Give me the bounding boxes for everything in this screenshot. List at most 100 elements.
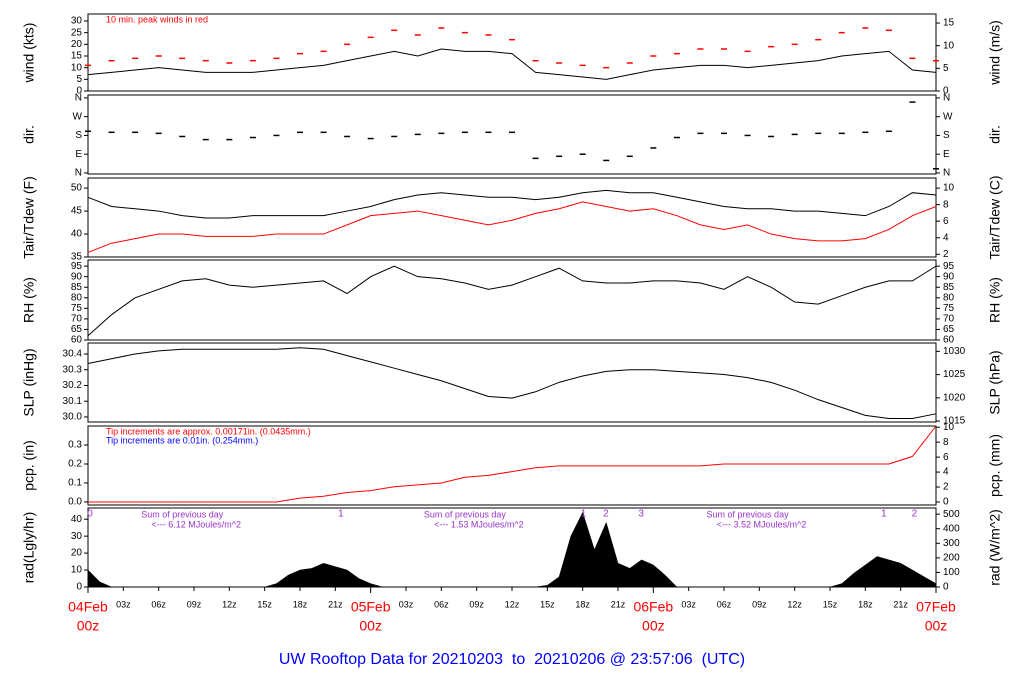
- x-tick-label: 06z: [717, 599, 732, 609]
- y2-tick-label: S: [943, 130, 950, 141]
- y2-tick-label: 1025: [943, 369, 966, 380]
- annotation: Tip increments are 0.01in. (0.254mm.): [106, 435, 258, 445]
- y2-tick-label: 60: [943, 335, 955, 346]
- y-tick-label: 0.2: [68, 459, 82, 470]
- y-tick-label: 75: [71, 303, 83, 314]
- x-tick-label: 03z: [681, 599, 696, 609]
- y-tick-label: 60: [71, 335, 83, 346]
- x-tick-label: 06z: [151, 599, 166, 609]
- y-axis-label: dir.: [21, 125, 37, 144]
- y-tick-label: 10: [71, 62, 83, 73]
- y2-tick-label: 15: [943, 18, 955, 29]
- tip-marker: 1: [338, 509, 344, 520]
- daily-sum-value: <--- 1.53 MJoules/m^2: [434, 519, 524, 529]
- y-tick-label: 90: [71, 271, 83, 282]
- panel-frame: [87, 259, 937, 341]
- y-tick-label: 50: [71, 183, 83, 194]
- y2-tick-label: 300: [943, 538, 960, 549]
- y2-axis-label: RH (%): [987, 277, 1003, 323]
- y2-tick-label: 85: [943, 282, 955, 293]
- daily-sum-title: Sum of previous day: [141, 509, 224, 519]
- x-tick-label: 21z: [611, 599, 626, 609]
- panel-frame: [87, 13, 937, 92]
- x-tick-label: 18z: [858, 599, 873, 609]
- y2-tick-label: 1020: [943, 392, 966, 403]
- y-tick-label: 85: [71, 282, 83, 293]
- tip-marker: 0: [87, 509, 93, 520]
- y2-tick-label: N: [943, 168, 950, 179]
- y-tick-label: 0.0: [68, 497, 82, 508]
- tip-marker: 1: [881, 509, 887, 520]
- y-tick-label: 95: [71, 261, 83, 272]
- y2-tick-label: 90: [943, 271, 955, 282]
- day-label: 07Feb: [916, 599, 956, 615]
- tip-marker: 1: [581, 509, 587, 520]
- y2-tick-label: 65: [943, 324, 955, 335]
- x-tick-label: 03z: [399, 599, 414, 609]
- data-line: [87, 189, 937, 219]
- y2-tick-label: 4: [943, 232, 949, 243]
- tip-marker: 2: [603, 509, 609, 520]
- data-area: [87, 511, 937, 588]
- y2-tick-label: N: [943, 93, 950, 104]
- y-tick-label: 30.1: [63, 396, 83, 407]
- y2-tick-label: 10: [943, 183, 955, 194]
- panel-frame: [87, 425, 937, 506]
- y2-tick-label: 70: [943, 314, 955, 325]
- x-tick-label: 15z: [823, 599, 838, 609]
- y-tick-label: N: [75, 93, 82, 104]
- y-tick-label: 0.3: [68, 440, 82, 451]
- y2-tick-label: 0: [943, 582, 949, 593]
- data-line: [87, 48, 937, 80]
- annotation: 10 min. peak winds in red: [106, 14, 208, 24]
- y-tick-label: 25: [71, 27, 83, 38]
- y-axis-label: SLP (inHg): [21, 348, 37, 416]
- y-tick-label: 30.4: [63, 349, 83, 360]
- y-axis-label: RH (%): [21, 277, 37, 323]
- y2-tick-label: 2: [943, 482, 949, 493]
- data-line: [87, 201, 937, 253]
- y2-tick-label: E: [943, 149, 950, 160]
- y2-tick-label: 10: [943, 422, 955, 433]
- y-tick-label: N: [75, 168, 82, 179]
- y2-tick-label: 6: [943, 216, 949, 227]
- y-tick-label: 10: [71, 565, 83, 576]
- x-tick-label: 18z: [293, 599, 308, 609]
- y2-axis-label: dir.: [987, 125, 1003, 144]
- y2-tick-label: 6: [943, 452, 949, 463]
- panel-frame: [87, 94, 937, 175]
- daily-sum-title: Sum of previous day: [424, 509, 507, 519]
- y2-tick-label: 0: [943, 86, 949, 97]
- y-tick-label: 35: [71, 252, 83, 263]
- y2-tick-label: 75: [943, 303, 955, 314]
- y-tick-label: 0: [76, 582, 82, 593]
- day-sublabel: 00z: [642, 618, 665, 634]
- y-tick-label: 20: [71, 548, 83, 559]
- y-tick-label: 5: [76, 74, 82, 85]
- day-sublabel: 00z: [925, 618, 948, 634]
- y-tick-label: 40: [71, 514, 83, 525]
- x-tick-label: 12z: [505, 599, 520, 609]
- y-tick-label: 30.2: [63, 380, 83, 391]
- day-label: 06Feb: [633, 599, 673, 615]
- y-tick-label: W: [73, 111, 83, 122]
- y-tick-label: 0: [76, 86, 82, 97]
- y2-tick-label: 8: [943, 199, 949, 210]
- y-axis-label: Tair/Tdew (F): [21, 176, 37, 258]
- y-tick-label: 80: [71, 292, 83, 303]
- y2-tick-label: 500: [943, 509, 960, 520]
- day-sublabel: 00z: [77, 618, 100, 634]
- daily-sum-value: <--- 3.52 MJoules/m^2: [717, 519, 807, 529]
- x-tick-label: 03z: [116, 599, 131, 609]
- y2-axis-label: SLP (hPa): [987, 350, 1003, 414]
- y-tick-label: S: [75, 130, 82, 141]
- y-axis-label: rad(Lgly/hr): [21, 512, 37, 584]
- y2-tick-label: 8: [943, 437, 949, 448]
- x-tick-label: 21z: [328, 599, 343, 609]
- y2-tick-label: 5: [943, 63, 949, 74]
- y-tick-label: 30.0: [63, 412, 83, 423]
- day-label: 05Feb: [351, 599, 391, 615]
